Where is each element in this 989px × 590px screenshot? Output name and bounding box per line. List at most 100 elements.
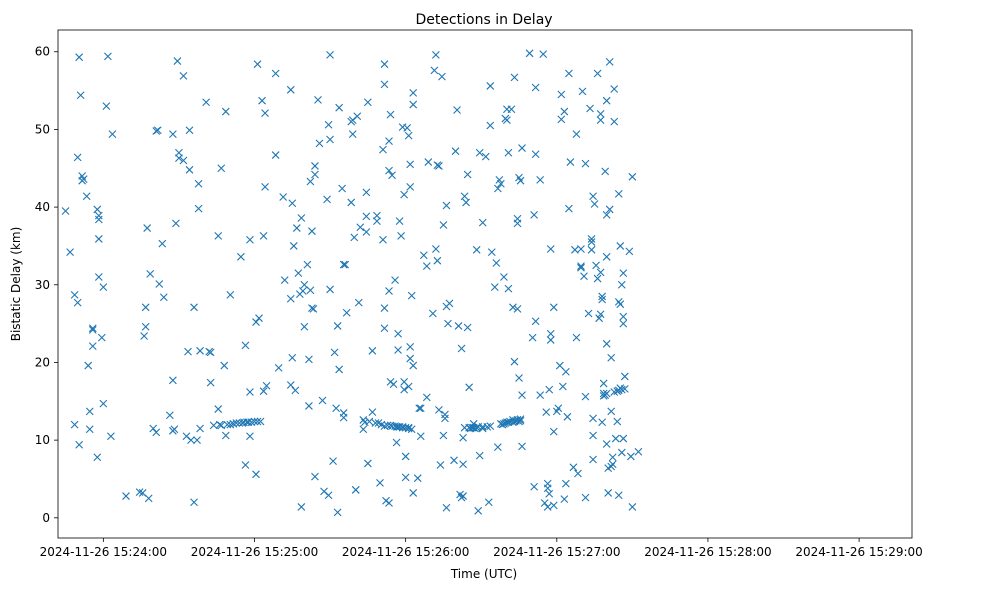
- data-point: [185, 126, 194, 135]
- data-point: [149, 424, 158, 433]
- data-point: [339, 413, 348, 422]
- data-point: [373, 217, 381, 225]
- data-point: [376, 478, 384, 487]
- data-point: [531, 317, 540, 326]
- data-point: [463, 170, 472, 179]
- x-tick-label: 2024-11-26 15:28:00: [644, 545, 771, 559]
- data-point: [531, 83, 540, 92]
- data-point: [608, 460, 617, 469]
- data-point: [474, 506, 483, 515]
- data-point: [308, 227, 316, 236]
- data-point: [530, 210, 539, 219]
- data-point: [226, 420, 235, 429]
- data-point: [146, 270, 155, 278]
- data-point: [75, 440, 84, 449]
- data-point: [354, 298, 363, 307]
- data-point: [457, 344, 466, 353]
- data-point: [441, 410, 449, 419]
- data-point: [305, 355, 313, 364]
- data-point: [76, 91, 85, 100]
- chart-title: Detections in Delay: [415, 12, 552, 28]
- data-point: [314, 96, 322, 104]
- data-point: [496, 179, 505, 188]
- data-point: [572, 333, 581, 342]
- data-point: [407, 291, 416, 300]
- data-point: [486, 121, 495, 130]
- data-point: [395, 217, 404, 225]
- data-point: [292, 224, 301, 232]
- data-point: [250, 417, 259, 426]
- data-point: [617, 448, 626, 457]
- data-point: [572, 130, 581, 138]
- data-point: [516, 176, 525, 185]
- data-point: [353, 112, 362, 121]
- data-point: [185, 165, 194, 174]
- data-point: [165, 411, 174, 420]
- data-point: [326, 135, 334, 144]
- data-point: [415, 404, 424, 413]
- data-point: [261, 183, 269, 191]
- data-point: [97, 333, 106, 342]
- data-point: [409, 89, 418, 97]
- data-point: [168, 376, 177, 385]
- data-point: [614, 190, 623, 198]
- data-point: [99, 399, 108, 408]
- data-point: [610, 388, 619, 396]
- data-point: [363, 459, 372, 468]
- data-point: [93, 205, 102, 214]
- data-point: [493, 184, 502, 193]
- data-point: [221, 431, 230, 440]
- data-point: [528, 333, 537, 342]
- data-point: [318, 396, 327, 405]
- data-point: [141, 322, 150, 331]
- data-point: [288, 199, 297, 208]
- data-point: [546, 245, 555, 253]
- x-tick-label: 2024-11-26 15:24:00: [40, 545, 167, 559]
- data-point: [394, 346, 402, 354]
- data-point: [333, 322, 342, 330]
- data-point: [93, 453, 102, 462]
- data-point: [362, 188, 371, 197]
- data-point: [422, 262, 431, 271]
- data-point: [589, 414, 597, 423]
- data-point: [158, 239, 167, 248]
- data-point: [589, 431, 597, 440]
- data-point: [593, 274, 602, 283]
- data-point: [581, 392, 590, 401]
- data-point: [518, 144, 526, 152]
- data-point: [253, 60, 262, 69]
- data-point: [546, 329, 555, 338]
- data-point: [602, 96, 611, 105]
- data-point: [385, 499, 393, 507]
- data-point: [359, 425, 368, 434]
- data-point: [453, 106, 461, 114]
- data-point: [84, 361, 93, 370]
- data-point: [549, 501, 558, 510]
- data-point: [510, 73, 519, 82]
- data-point: [500, 273, 508, 281]
- data-point: [259, 231, 268, 240]
- data-point: [61, 207, 70, 215]
- data-point: [626, 452, 635, 461]
- data-point: [598, 295, 607, 304]
- data-point: [144, 494, 153, 503]
- data-point: [431, 50, 440, 59]
- data-point: [347, 198, 356, 207]
- data-point: [518, 442, 526, 451]
- data-point: [566, 158, 575, 166]
- data-point: [607, 462, 616, 471]
- data-point: [256, 417, 265, 426]
- data-point: [309, 304, 318, 313]
- data-point: [406, 354, 415, 363]
- data-point: [478, 218, 487, 227]
- data-point: [459, 433, 467, 442]
- data-point: [504, 148, 513, 157]
- data-point: [214, 231, 223, 240]
- data-point: [329, 457, 337, 465]
- data-point: [617, 280, 626, 289]
- data-point: [94, 211, 103, 220]
- data-point: [475, 451, 484, 460]
- data-point: [406, 160, 415, 169]
- data-point: [625, 247, 634, 256]
